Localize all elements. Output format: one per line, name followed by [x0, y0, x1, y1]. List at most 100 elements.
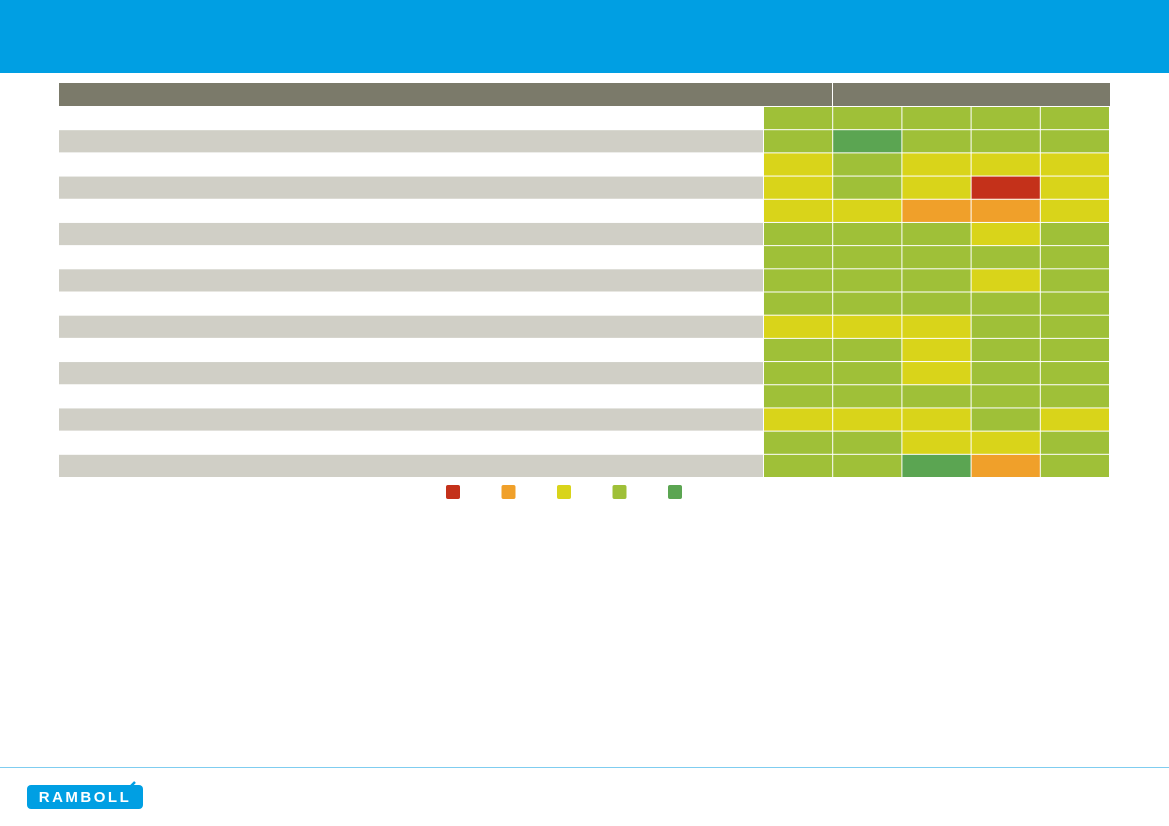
row-label-band — [59, 338, 763, 362]
heat-cell — [902, 292, 971, 315]
heat-cell — [1040, 431, 1109, 454]
heat-cell — [971, 222, 1040, 246]
heat-cell — [971, 454, 1040, 477]
heat-cell — [764, 338, 833, 362]
heat-cell — [833, 153, 902, 176]
legend-swatch — [668, 485, 682, 499]
heat-cell — [833, 246, 902, 269]
heat-cell — [764, 431, 833, 454]
heat-cell — [764, 130, 833, 153]
row-label-band — [59, 199, 763, 222]
legend-swatch — [501, 485, 516, 499]
heat-cell — [833, 292, 902, 315]
heat-cell — [971, 385, 1040, 408]
heat-cell — [971, 130, 1040, 153]
heat-cell — [902, 246, 971, 269]
heat-cell — [764, 454, 833, 477]
row-label-band — [59, 315, 763, 338]
heat-cell — [1040, 338, 1109, 362]
heat-cell — [971, 315, 1040, 338]
heat-cell — [971, 269, 1040, 292]
heat-cell — [1040, 153, 1109, 176]
heat-cell — [1040, 130, 1109, 153]
heat-cell — [764, 107, 833, 130]
heat-cell — [971, 362, 1040, 385]
heat-cell — [902, 454, 971, 477]
heat-cell — [833, 454, 902, 477]
heat-cell — [971, 431, 1040, 454]
heat-cell — [833, 222, 902, 246]
heat-cell — [1040, 176, 1109, 199]
heat-cell — [764, 199, 833, 222]
heat-cell — [971, 153, 1040, 176]
heat-cell — [764, 362, 833, 385]
heat-cell — [764, 222, 833, 246]
heat-cell — [1040, 246, 1109, 269]
heat-cell — [1040, 222, 1109, 246]
heat-cell — [833, 199, 902, 222]
legend-swatch — [557, 485, 571, 499]
heat-cell — [902, 130, 971, 153]
row-label-band — [59, 176, 763, 199]
row-label-band — [59, 431, 763, 454]
heat-cell — [833, 130, 902, 153]
heat-cell — [902, 362, 971, 385]
heat-cell — [833, 338, 902, 362]
heat-cell — [764, 269, 833, 292]
heat-cell — [902, 338, 971, 362]
heat-cell — [902, 385, 971, 408]
heat-cell — [833, 408, 902, 431]
heat-cell — [971, 338, 1040, 362]
heat-cell — [902, 222, 971, 246]
heat-cell — [764, 153, 833, 176]
heat-cell — [971, 176, 1040, 199]
heat-cell — [902, 176, 971, 199]
heat-cell — [764, 176, 833, 199]
row-label-band — [59, 385, 763, 408]
heat-cell — [1040, 292, 1109, 315]
heat-cell — [902, 269, 971, 292]
heat-cell — [1040, 385, 1109, 408]
heat-cell — [764, 246, 833, 269]
logo-slash — [126, 781, 136, 791]
row-label-band — [59, 130, 763, 153]
heat-cell — [833, 431, 902, 454]
row-label-band — [59, 153, 763, 176]
logo-text: RAMBOLL — [39, 789, 132, 806]
row-label-band — [59, 222, 763, 246]
row-label-band — [59, 362, 763, 385]
heat-cell — [902, 408, 971, 431]
heat-cell — [971, 199, 1040, 222]
legend-swatch — [612, 485, 627, 499]
heatmap — [59, 107, 1109, 477]
row-label-band — [59, 246, 763, 269]
heat-cell — [764, 385, 833, 408]
heat-cell — [1040, 315, 1109, 338]
heat-cell — [833, 176, 902, 199]
heat-cell — [971, 107, 1040, 130]
heat-cell — [833, 107, 902, 130]
legend — [446, 485, 682, 499]
heat-cell — [764, 315, 833, 338]
heat-cell — [833, 315, 902, 338]
heat-cell — [1040, 107, 1109, 130]
heat-cell — [1040, 269, 1109, 292]
heat-cell — [902, 199, 971, 222]
heat-cell — [902, 107, 971, 130]
row-label-band — [59, 408, 763, 431]
heat-cell — [833, 269, 902, 292]
header-bar — [0, 0, 1169, 73]
heat-cell — [1040, 454, 1109, 477]
heat-cell — [1040, 408, 1109, 431]
heat-cell — [1040, 199, 1109, 222]
heat-cell — [764, 292, 833, 315]
legend-swatch — [446, 485, 460, 499]
heat-cell — [902, 431, 971, 454]
row-label-band — [59, 454, 763, 477]
heat-cell — [971, 246, 1040, 269]
heat-cell — [1040, 362, 1109, 385]
logo-box — [27, 785, 143, 809]
heat-cell — [971, 292, 1040, 315]
